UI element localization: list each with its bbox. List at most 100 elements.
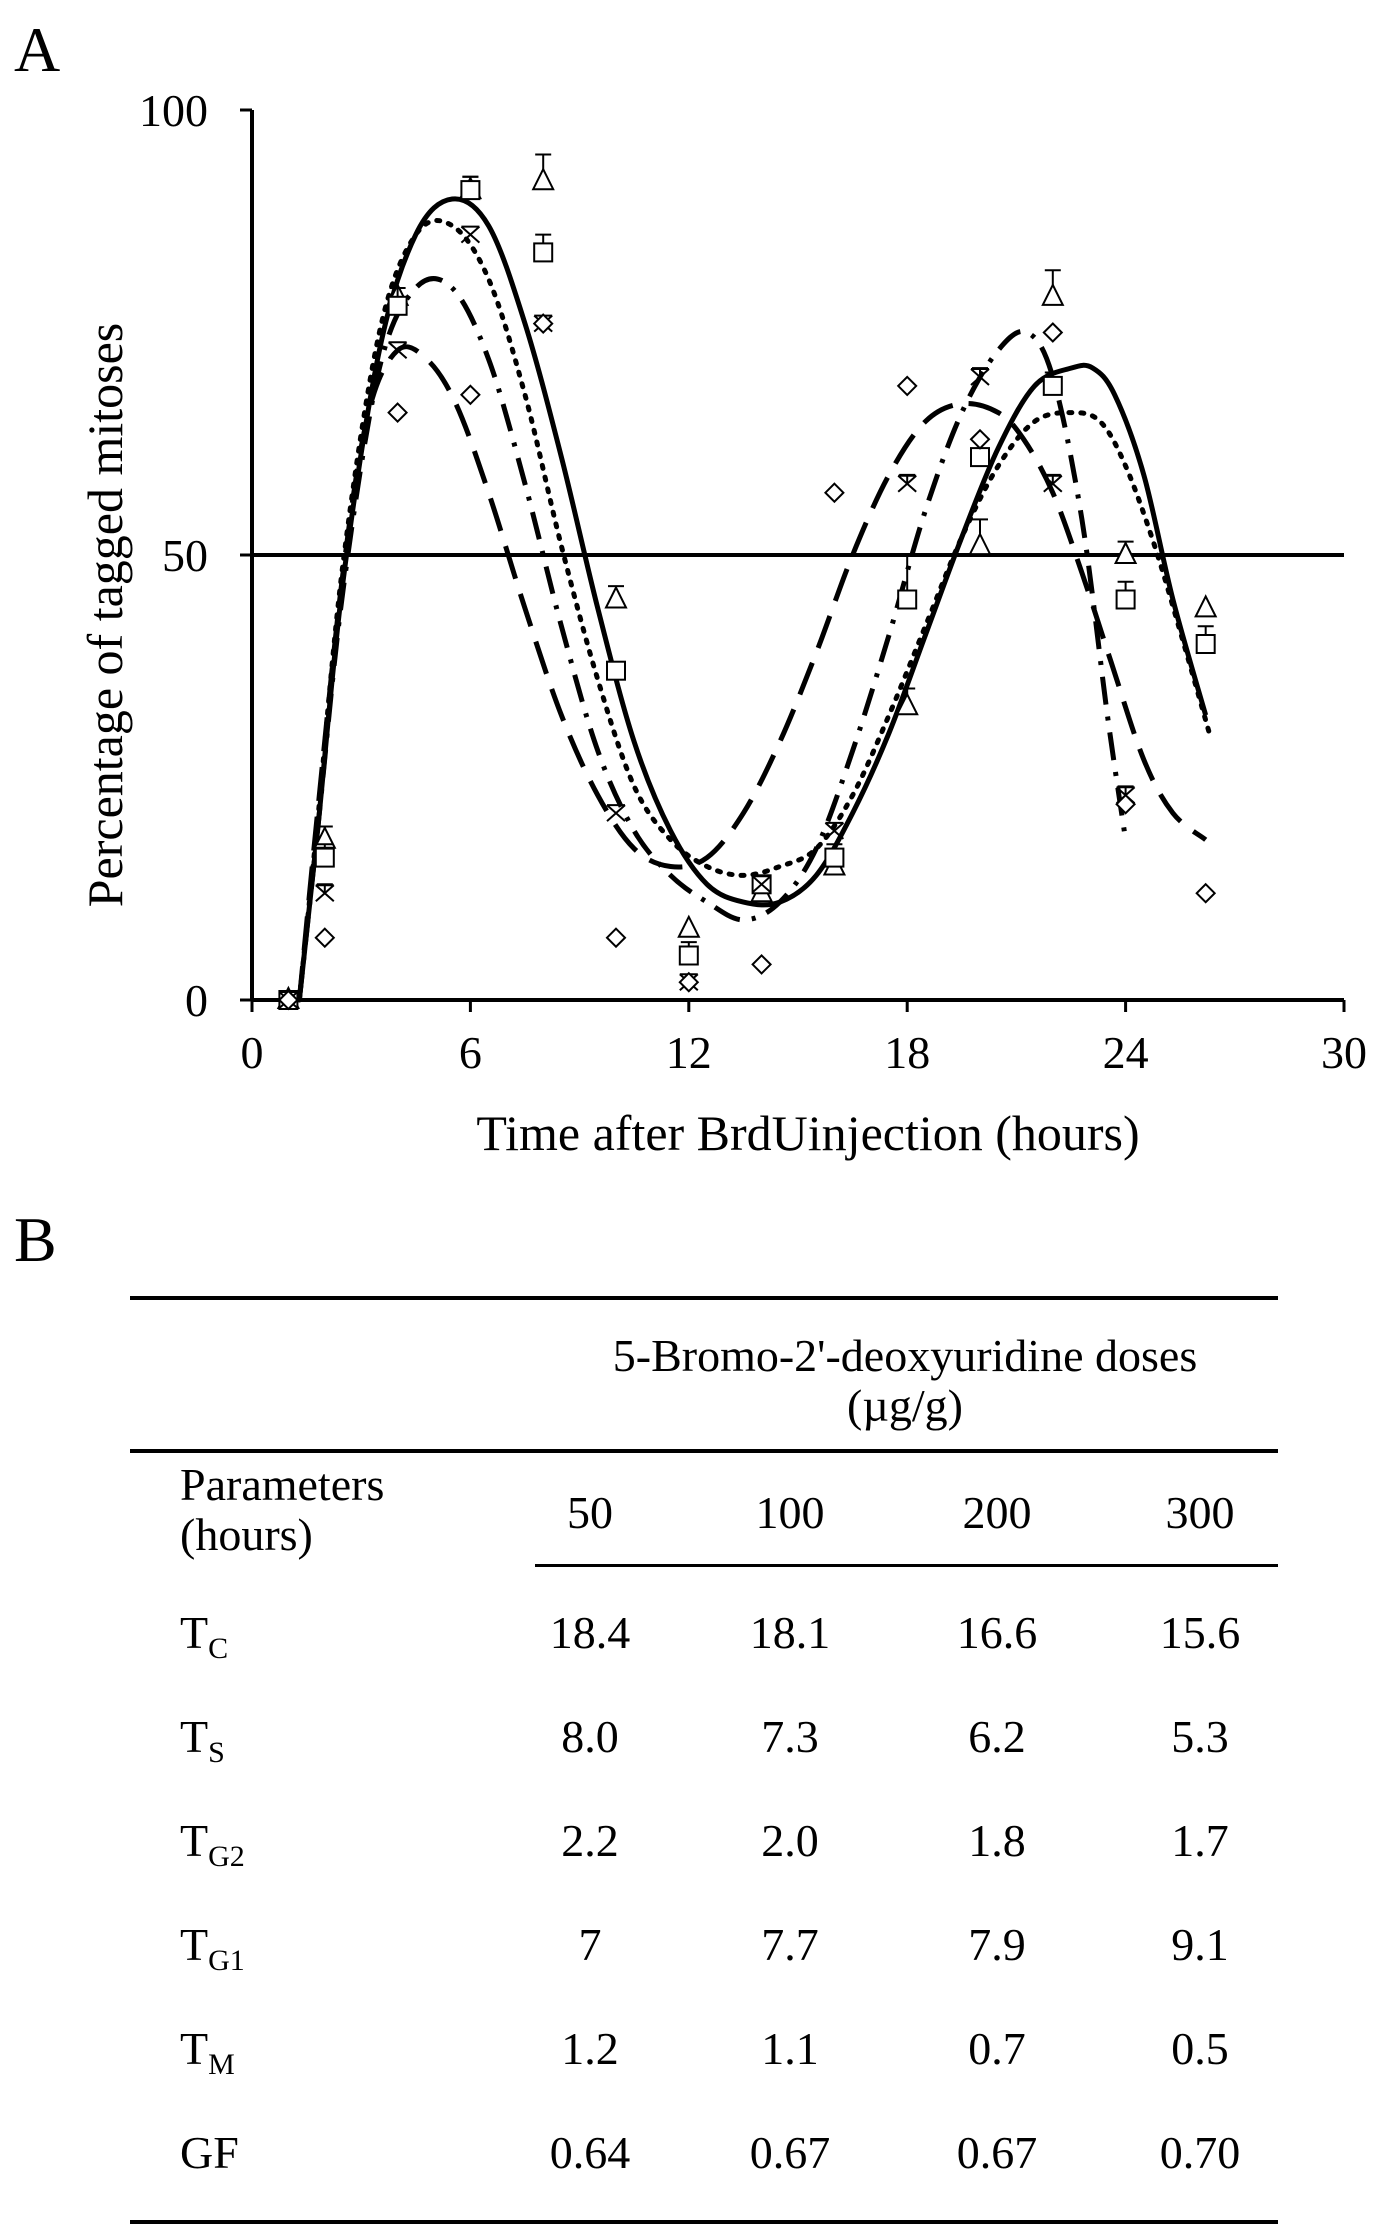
diamond-marker xyxy=(751,953,773,975)
star-marker xyxy=(970,368,990,386)
table-bottom-rule xyxy=(130,2220,1278,2224)
star-marker xyxy=(387,341,408,360)
data-points xyxy=(276,153,1218,1011)
star-marker xyxy=(1043,474,1063,493)
table-top-rule xyxy=(130,1296,1278,1300)
data-point xyxy=(605,927,627,949)
star-marker xyxy=(824,821,845,840)
triangle-marker xyxy=(604,585,628,609)
data-point xyxy=(1115,580,1136,610)
diamond-marker xyxy=(1042,322,1064,343)
data-point xyxy=(533,233,554,263)
triangle-marker xyxy=(968,531,992,556)
cell-300: 9.1 xyxy=(1171,1919,1229,1970)
data-point xyxy=(604,585,628,609)
diamond-marker xyxy=(896,375,918,397)
diamond-marker xyxy=(387,402,409,424)
y-tick-label: 50 xyxy=(162,530,208,581)
data-point xyxy=(1113,540,1138,564)
data-point xyxy=(678,941,699,966)
cell-50: 1.2 xyxy=(561,2023,619,2074)
diamond-marker xyxy=(1195,882,1217,904)
cell-200: 7.9 xyxy=(968,1919,1026,1970)
diamond-marker xyxy=(605,927,627,949)
star-marker xyxy=(897,474,917,493)
dose-header-200: 200 xyxy=(962,1487,1032,1538)
diamond-marker xyxy=(314,927,336,949)
cell-50: 2.2 xyxy=(561,1815,619,1866)
panel-a-label: A xyxy=(14,14,61,85)
data-point xyxy=(824,821,845,840)
triangle-marker xyxy=(531,166,555,191)
data-point xyxy=(314,843,335,868)
star-marker xyxy=(606,804,626,822)
data-point xyxy=(277,989,299,1011)
diamond-marker xyxy=(678,971,700,993)
data-point xyxy=(968,518,992,556)
param-header-line2: (hours) xyxy=(180,1509,313,1560)
data-point xyxy=(387,287,408,316)
data-point xyxy=(897,554,918,610)
x-tick-label: 6 xyxy=(459,1027,482,1078)
tagged-mitoses-chart: 0 6 12 18 24 30 0 50 100 Time after BrdUinjection… xyxy=(77,85,1367,1161)
data-point xyxy=(532,313,554,335)
dose-header-300: 300 xyxy=(1165,1487,1235,1538)
data-point xyxy=(897,473,917,493)
diamond-marker xyxy=(969,428,991,450)
cell-50: 7 xyxy=(578,1919,602,1970)
star-marker xyxy=(460,225,481,244)
star-marker xyxy=(315,884,335,902)
data-point xyxy=(1041,269,1065,306)
x-tick-label: 18 xyxy=(884,1027,930,1078)
cell-300: 5.3 xyxy=(1171,1711,1229,1762)
data-point xyxy=(969,428,991,450)
data-point xyxy=(970,367,990,386)
square-marker xyxy=(897,589,918,610)
data-point xyxy=(460,225,481,244)
chart-labels: 0 6 12 18 24 30 0 50 100 Time after BrdUinjection… xyxy=(77,85,1367,1161)
data-point xyxy=(531,153,555,191)
cell-100: 18.1 xyxy=(749,1607,831,1658)
x-tick-label: 12 xyxy=(666,1027,712,1078)
table-title-line1: 5-Bromo-2'-deoxyuridine doses xyxy=(612,1330,1198,1381)
panel-b-label: B xyxy=(14,1204,57,1275)
cell-100: 1.1 xyxy=(761,2023,819,2074)
square-marker xyxy=(970,447,990,468)
y-tick-label: 0 xyxy=(185,975,208,1026)
star-marker xyxy=(751,875,772,894)
cell-200: 16.6 xyxy=(956,1607,1038,1658)
triangle-marker xyxy=(1113,540,1138,564)
fit-curve-300 xyxy=(296,344,1208,1001)
table-title-line2: (µg/g) xyxy=(847,1380,963,1431)
data-point xyxy=(895,687,919,716)
row-label: TM xyxy=(180,2023,235,2081)
cell-100: 2.0 xyxy=(761,1815,819,1866)
data-point xyxy=(606,660,626,681)
param-header-line1: Parameters xyxy=(180,1459,385,1510)
cell-100: 0.67 xyxy=(749,2127,831,2178)
diamond-marker xyxy=(277,989,299,1011)
fit-curve-100 xyxy=(296,218,1212,1003)
cell-300: 1.7 xyxy=(1171,1815,1229,1866)
cell-300: 0.5 xyxy=(1171,2023,1229,2074)
square-marker xyxy=(387,295,408,316)
data-point xyxy=(823,482,845,504)
square-marker xyxy=(460,180,481,201)
triangle-marker xyxy=(677,914,701,938)
y-tick-label: 100 xyxy=(139,85,208,136)
diamond-marker xyxy=(532,313,554,335)
data-point xyxy=(1042,322,1064,343)
row-label: TC xyxy=(180,1607,229,1665)
data-point xyxy=(315,883,335,902)
row-label: TS xyxy=(180,1711,225,1769)
data-point xyxy=(824,843,845,868)
data-point xyxy=(1195,625,1216,654)
square-marker xyxy=(314,847,335,868)
cell-50: 0.64 xyxy=(549,2127,631,2178)
cell-100: 7.3 xyxy=(761,1711,819,1762)
dose-header-50: 50 xyxy=(567,1487,613,1538)
cell-100: 7.7 xyxy=(761,1919,819,1970)
square-marker xyxy=(1042,375,1063,396)
x-tick-label: 30 xyxy=(1321,1027,1367,1078)
cell-300: 15.6 xyxy=(1159,1607,1241,1658)
